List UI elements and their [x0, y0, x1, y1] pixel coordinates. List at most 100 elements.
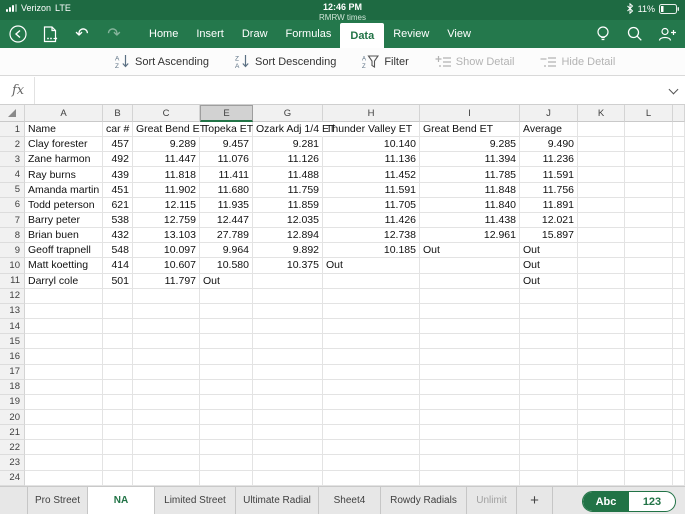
- cell-K7[interactable]: [578, 212, 625, 229]
- cell-B6[interactable]: 621: [103, 197, 133, 213]
- cell-E5[interactable]: 11.680: [200, 182, 253, 198]
- cell-C3[interactable]: 11.447: [133, 152, 200, 168]
- cell-A16[interactable]: [25, 349, 103, 365]
- cell-I18[interactable]: [420, 379, 520, 395]
- row-header-19[interactable]: 19: [0, 394, 25, 410]
- cell-E11[interactable]: Out: [200, 273, 253, 289]
- cell-x3[interactable]: [673, 152, 685, 168]
- cell-x12[interactable]: [673, 288, 685, 304]
- cell-I5[interactable]: 11.848: [420, 182, 520, 198]
- cell-A10[interactable]: Matt koetting: [25, 258, 103, 274]
- cell-K11[interactable]: [578, 273, 625, 289]
- cell-B17[interactable]: [103, 364, 133, 380]
- row-header-15[interactable]: 15: [0, 334, 25, 350]
- cell-H16[interactable]: [323, 349, 420, 365]
- cell-A15[interactable]: [25, 334, 103, 350]
- cell-I14[interactable]: [420, 319, 520, 335]
- cell-x6[interactable]: [673, 197, 685, 213]
- cell-C9[interactable]: 10.097: [133, 243, 200, 259]
- ribbon-tab-view[interactable]: View: [447, 28, 471, 40]
- cell-J1[interactable]: Average: [520, 122, 578, 138]
- sheet-tab-unlimit[interactable]: Unlimit: [467, 487, 517, 514]
- row-header-6[interactable]: 6: [0, 197, 25, 213]
- cell-H17[interactable]: [323, 364, 420, 380]
- column-header-K[interactable]: K: [578, 105, 625, 122]
- cell-L22[interactable]: [625, 440, 673, 456]
- sheet-tab-ultimate-radial[interactable]: Ultimate Radial: [236, 487, 319, 514]
- sheet-tab-na[interactable]: NA: [88, 487, 155, 514]
- cell-H11[interactable]: [323, 273, 420, 289]
- cell-I17[interactable]: [420, 364, 520, 380]
- undo-button[interactable]: ↶: [75, 24, 89, 43]
- cell-I6[interactable]: 11.840: [420, 197, 520, 213]
- cell-H6[interactable]: 11.705: [323, 197, 420, 213]
- cell-I13[interactable]: [420, 303, 520, 320]
- cell-B12[interactable]: [103, 288, 133, 304]
- cell-K23[interactable]: [578, 455, 625, 471]
- add-sheet-button[interactable]: +: [517, 487, 553, 514]
- cell-C12[interactable]: [133, 288, 200, 304]
- cell-A23[interactable]: [25, 455, 103, 471]
- row-header-3[interactable]: 3: [0, 152, 25, 168]
- cell-C23[interactable]: [133, 455, 200, 471]
- cell-x23[interactable]: [673, 455, 685, 471]
- formula-bar-expand-chevron-icon[interactable]: [661, 84, 685, 94]
- cell-E2[interactable]: 9.457: [200, 137, 253, 153]
- row-header-20[interactable]: 20: [0, 409, 25, 426]
- cell-E24[interactable]: [200, 470, 253, 486]
- cell-G13[interactable]: [253, 303, 323, 320]
- abc-keyboard-button[interactable]: Abc: [583, 492, 629, 511]
- cell-G14[interactable]: [253, 319, 323, 335]
- cell-x11[interactable]: [673, 273, 685, 289]
- cell-H15[interactable]: [323, 334, 420, 350]
- row-header-5[interactable]: 5: [0, 182, 25, 198]
- cell-A8[interactable]: Brian buen: [25, 228, 103, 244]
- cell-G22[interactable]: [253, 440, 323, 456]
- cell-B19[interactable]: [103, 394, 133, 410]
- cell-B7[interactable]: 538: [103, 212, 133, 229]
- cell-A1[interactable]: Name: [25, 122, 103, 138]
- cell-E14[interactable]: [200, 319, 253, 335]
- cell-x14[interactable]: [673, 319, 685, 335]
- cell-B10[interactable]: 414: [103, 258, 133, 274]
- cell-C22[interactable]: [133, 440, 200, 456]
- cell-G1[interactable]: Ozark Adj 1/4 ET: [253, 122, 335, 138]
- cell-K18[interactable]: [578, 379, 625, 395]
- cell-K17[interactable]: [578, 364, 625, 380]
- row-header-11[interactable]: 11: [0, 273, 25, 289]
- cell-C14[interactable]: [133, 319, 200, 335]
- cell-A6[interactable]: Todd peterson: [25, 197, 103, 213]
- cell-E21[interactable]: [200, 425, 253, 441]
- sheet-tab-rowdy-radials[interactable]: Rowdy Radials: [381, 487, 467, 514]
- cell-G18[interactable]: [253, 379, 323, 395]
- cell-I2[interactable]: 9.285: [420, 137, 520, 153]
- cell-J15[interactable]: [520, 334, 578, 350]
- cell-L8[interactable]: [625, 228, 673, 244]
- cell-B11[interactable]: 501: [103, 273, 133, 289]
- cell-C21[interactable]: [133, 425, 200, 441]
- cell-L18[interactable]: [625, 379, 673, 395]
- cell-J11[interactable]: Out: [520, 273, 578, 289]
- cell-B2[interactable]: 457: [103, 137, 133, 153]
- cell-A7[interactable]: Barry peter: [25, 212, 103, 229]
- cell-L11[interactable]: [625, 273, 673, 289]
- cell-K4[interactable]: [578, 167, 625, 183]
- cell-E19[interactable]: [200, 394, 253, 410]
- cell-H18[interactable]: [323, 379, 420, 395]
- cell-J14[interactable]: [520, 319, 578, 335]
- row-header-22[interactable]: 22: [0, 440, 25, 456]
- ribbon-tab-insert[interactable]: Insert: [196, 28, 224, 40]
- cell-K3[interactable]: [578, 152, 625, 168]
- cell-C13[interactable]: [133, 303, 200, 320]
- cell-A2[interactable]: Clay forester: [25, 137, 103, 153]
- column-header-B[interactable]: B: [103, 105, 133, 122]
- cell-H8[interactable]: 12.738: [323, 228, 420, 244]
- cell-A20[interactable]: [25, 409, 103, 426]
- row-header-13[interactable]: 13: [0, 303, 25, 320]
- cell-J24[interactable]: [520, 470, 578, 486]
- cell-K12[interactable]: [578, 288, 625, 304]
- cell-A24[interactable]: [25, 470, 103, 486]
- cell-E13[interactable]: [200, 303, 253, 320]
- cell-C24[interactable]: [133, 470, 200, 486]
- ribbon-tab-data[interactable]: Data: [340, 23, 385, 48]
